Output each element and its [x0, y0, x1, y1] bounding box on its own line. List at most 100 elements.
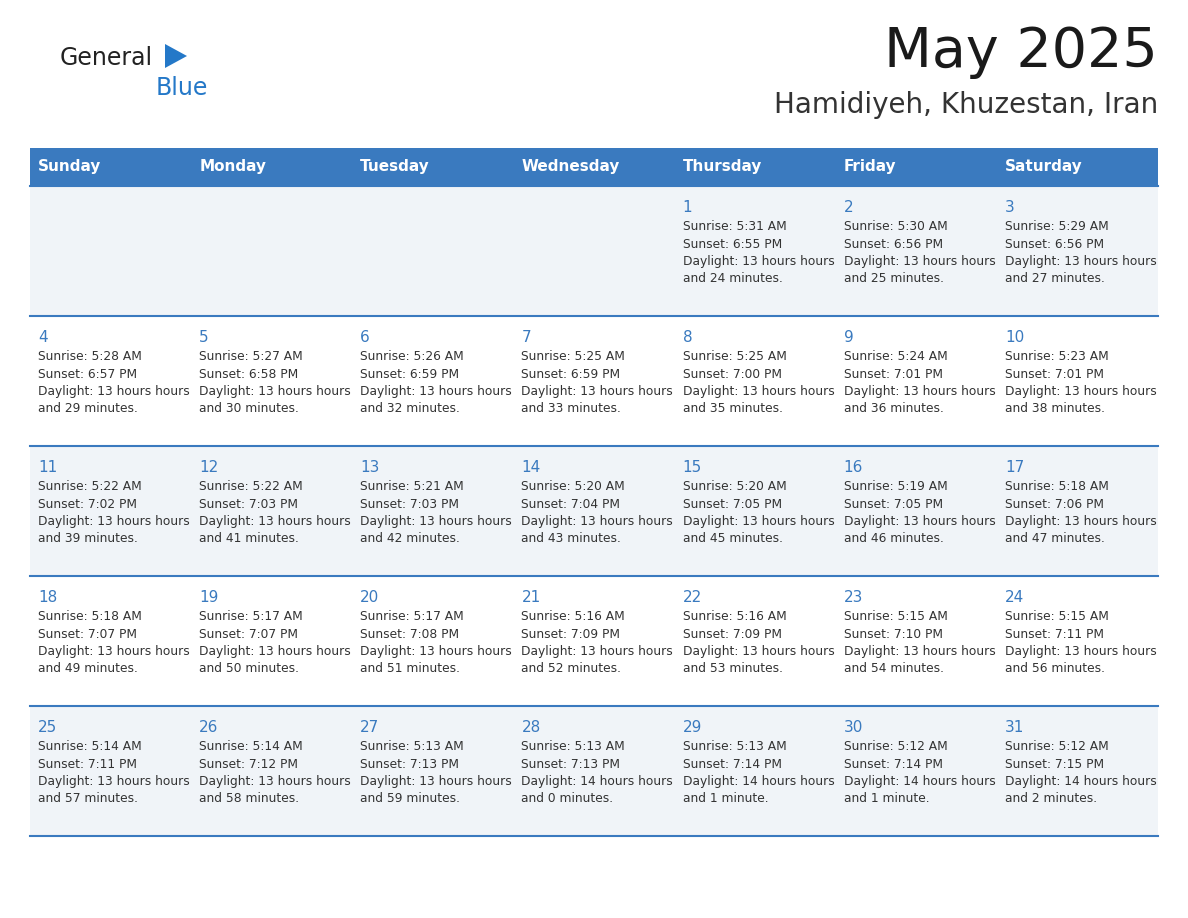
Text: Sunset: 6:55 PM: Sunset: 6:55 PM: [683, 238, 782, 251]
Text: 31: 31: [1005, 720, 1024, 735]
Text: and 35 minutes.: and 35 minutes.: [683, 402, 783, 416]
Text: Sunrise: 5:18 AM: Sunrise: 5:18 AM: [1005, 480, 1108, 493]
Text: Sunrise: 5:15 AM: Sunrise: 5:15 AM: [843, 610, 948, 623]
Bar: [835, 316, 997, 446]
Bar: [191, 148, 353, 186]
Bar: [675, 576, 835, 706]
Text: Blue: Blue: [156, 76, 208, 100]
Text: Sunrise: 5:31 AM: Sunrise: 5:31 AM: [683, 220, 786, 233]
Bar: [835, 186, 997, 316]
Text: Sunset: 7:08 PM: Sunset: 7:08 PM: [360, 628, 460, 641]
Bar: [835, 706, 997, 836]
Text: Daylight: 13 hours hours: Daylight: 13 hours hours: [200, 385, 350, 398]
Text: 3: 3: [1005, 200, 1015, 215]
Bar: [353, 316, 513, 446]
Text: Sunset: 7:11 PM: Sunset: 7:11 PM: [38, 757, 137, 770]
Bar: [513, 576, 675, 706]
Bar: [675, 148, 835, 186]
Text: Sunset: 7:06 PM: Sunset: 7:06 PM: [1005, 498, 1104, 510]
Text: 11: 11: [38, 460, 57, 475]
Text: 27: 27: [360, 720, 379, 735]
Text: Daylight: 14 hours hours: Daylight: 14 hours hours: [522, 775, 674, 788]
Text: General: General: [61, 46, 153, 70]
Text: Sunrise: 5:17 AM: Sunrise: 5:17 AM: [360, 610, 465, 623]
Text: 14: 14: [522, 460, 541, 475]
Text: Daylight: 13 hours hours: Daylight: 13 hours hours: [38, 385, 190, 398]
Text: Wednesday: Wednesday: [522, 160, 620, 174]
Text: Daylight: 14 hours hours: Daylight: 14 hours hours: [1005, 775, 1157, 788]
Text: 22: 22: [683, 590, 702, 605]
Bar: [191, 446, 353, 576]
Text: Daylight: 13 hours hours: Daylight: 13 hours hours: [522, 645, 674, 658]
Text: Sunrise: 5:29 AM: Sunrise: 5:29 AM: [1005, 220, 1108, 233]
Text: Sunrise: 5:13 AM: Sunrise: 5:13 AM: [360, 740, 465, 753]
Text: Sunset: 6:59 PM: Sunset: 6:59 PM: [360, 367, 460, 380]
Text: Daylight: 13 hours hours: Daylight: 13 hours hours: [200, 515, 350, 528]
Text: 9: 9: [843, 330, 853, 345]
Text: Sunrise: 5:22 AM: Sunrise: 5:22 AM: [200, 480, 303, 493]
Bar: [353, 576, 513, 706]
Text: Sunset: 7:05 PM: Sunset: 7:05 PM: [683, 498, 782, 510]
Text: Sunset: 7:09 PM: Sunset: 7:09 PM: [522, 628, 620, 641]
Text: and 59 minutes.: and 59 minutes.: [360, 792, 460, 805]
Polygon shape: [165, 44, 187, 68]
Text: 6: 6: [360, 330, 369, 345]
Text: Sunrise: 5:22 AM: Sunrise: 5:22 AM: [38, 480, 141, 493]
Text: and 57 minutes.: and 57 minutes.: [38, 792, 138, 805]
Text: Sunrise: 5:16 AM: Sunrise: 5:16 AM: [522, 610, 625, 623]
Text: Sunrise: 5:17 AM: Sunrise: 5:17 AM: [200, 610, 303, 623]
Text: Daylight: 13 hours hours: Daylight: 13 hours hours: [1005, 385, 1157, 398]
Text: Sunrise: 5:21 AM: Sunrise: 5:21 AM: [360, 480, 465, 493]
Text: Tuesday: Tuesday: [360, 160, 430, 174]
Text: 30: 30: [843, 720, 864, 735]
Text: Sunrise: 5:16 AM: Sunrise: 5:16 AM: [683, 610, 786, 623]
Bar: [997, 576, 1158, 706]
Bar: [191, 576, 353, 706]
Bar: [513, 316, 675, 446]
Text: and 2 minutes.: and 2 minutes.: [1005, 792, 1097, 805]
Text: Daylight: 13 hours hours: Daylight: 13 hours hours: [843, 645, 996, 658]
Bar: [997, 446, 1158, 576]
Text: Daylight: 13 hours hours: Daylight: 13 hours hours: [522, 515, 674, 528]
Text: Sunrise: 5:20 AM: Sunrise: 5:20 AM: [683, 480, 786, 493]
Text: Sunrise: 5:24 AM: Sunrise: 5:24 AM: [843, 350, 948, 363]
Text: 24: 24: [1005, 590, 1024, 605]
Text: Daylight: 13 hours hours: Daylight: 13 hours hours: [38, 775, 190, 788]
Text: and 41 minutes.: and 41 minutes.: [200, 532, 299, 545]
Bar: [30, 148, 191, 186]
Text: Sunset: 7:15 PM: Sunset: 7:15 PM: [1005, 757, 1104, 770]
Text: Sunrise: 5:14 AM: Sunrise: 5:14 AM: [38, 740, 141, 753]
Text: Hamidiyeh, Khuzestan, Iran: Hamidiyeh, Khuzestan, Iran: [773, 91, 1158, 119]
Text: Sunrise: 5:13 AM: Sunrise: 5:13 AM: [683, 740, 786, 753]
Text: 19: 19: [200, 590, 219, 605]
Text: and 30 minutes.: and 30 minutes.: [200, 402, 299, 416]
Bar: [30, 316, 191, 446]
Text: and 36 minutes.: and 36 minutes.: [843, 402, 943, 416]
Text: Sunset: 7:13 PM: Sunset: 7:13 PM: [522, 757, 620, 770]
Text: 23: 23: [843, 590, 864, 605]
Bar: [513, 446, 675, 576]
Text: Daylight: 13 hours hours: Daylight: 13 hours hours: [522, 385, 674, 398]
Text: Sunset: 6:58 PM: Sunset: 6:58 PM: [200, 367, 298, 380]
Text: Daylight: 13 hours hours: Daylight: 13 hours hours: [843, 255, 996, 268]
Text: 8: 8: [683, 330, 693, 345]
Text: 12: 12: [200, 460, 219, 475]
Text: Sunrise: 5:18 AM: Sunrise: 5:18 AM: [38, 610, 141, 623]
Text: Sunset: 7:01 PM: Sunset: 7:01 PM: [843, 367, 943, 380]
Text: Sunset: 7:14 PM: Sunset: 7:14 PM: [683, 757, 782, 770]
Text: Thursday: Thursday: [683, 160, 762, 174]
Text: Sunset: 7:07 PM: Sunset: 7:07 PM: [200, 628, 298, 641]
Text: and 38 minutes.: and 38 minutes.: [1005, 402, 1105, 416]
Text: and 33 minutes.: and 33 minutes.: [522, 402, 621, 416]
Text: and 43 minutes.: and 43 minutes.: [522, 532, 621, 545]
Text: 5: 5: [200, 330, 209, 345]
Bar: [513, 186, 675, 316]
Text: and 25 minutes.: and 25 minutes.: [843, 273, 943, 285]
Bar: [675, 446, 835, 576]
Text: Daylight: 13 hours hours: Daylight: 13 hours hours: [843, 385, 996, 398]
Text: Daylight: 13 hours hours: Daylight: 13 hours hours: [360, 645, 512, 658]
Text: and 58 minutes.: and 58 minutes.: [200, 792, 299, 805]
Bar: [997, 148, 1158, 186]
Text: and 50 minutes.: and 50 minutes.: [200, 663, 299, 676]
Text: 28: 28: [522, 720, 541, 735]
